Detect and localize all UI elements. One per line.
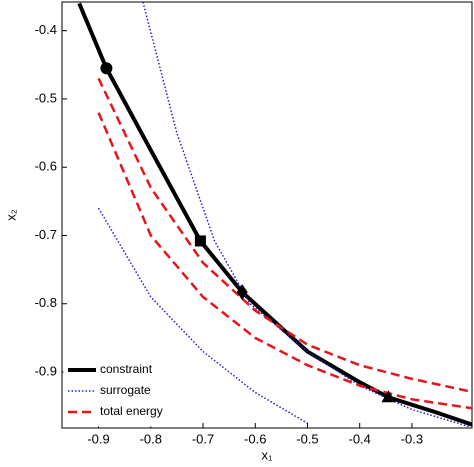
- x-tick-label: -0.4: [349, 431, 371, 446]
- marker: [381, 390, 396, 403]
- y-tick-label: -0.9: [35, 363, 57, 378]
- x-tick-label: -0.6: [244, 431, 266, 446]
- marker: [100, 62, 113, 75]
- y-tick-label: -0.8: [35, 295, 57, 310]
- legend-label: surrogate: [100, 383, 151, 397]
- x-tick-label: -0.5: [296, 431, 318, 446]
- x-tick-label: -0.7: [192, 431, 214, 446]
- y-axis-label: x₂: [3, 209, 18, 221]
- y-tick-label: -0.7: [35, 227, 57, 242]
- series-line: [77, 2, 472, 427]
- y-tick-label: -0.5: [35, 90, 57, 105]
- y-tick-label: -0.6: [35, 159, 57, 174]
- marker: [194, 235, 206, 247]
- series-line: [97, 77, 472, 410]
- y-tick-label: -0.4: [35, 22, 57, 37]
- plot-frame: [61, 1, 473, 429]
- x-axis-label: x₁: [262, 447, 274, 462]
- x-tick-label: -0.9: [87, 431, 109, 446]
- legend-label: constraint: [100, 362, 153, 376]
- x-tick-label: -0.3: [401, 431, 423, 446]
- series-line: [97, 2, 470, 428]
- marker: [236, 284, 248, 301]
- x-tick-label: -0.8: [140, 431, 162, 446]
- legend-label: total energy: [100, 404, 163, 418]
